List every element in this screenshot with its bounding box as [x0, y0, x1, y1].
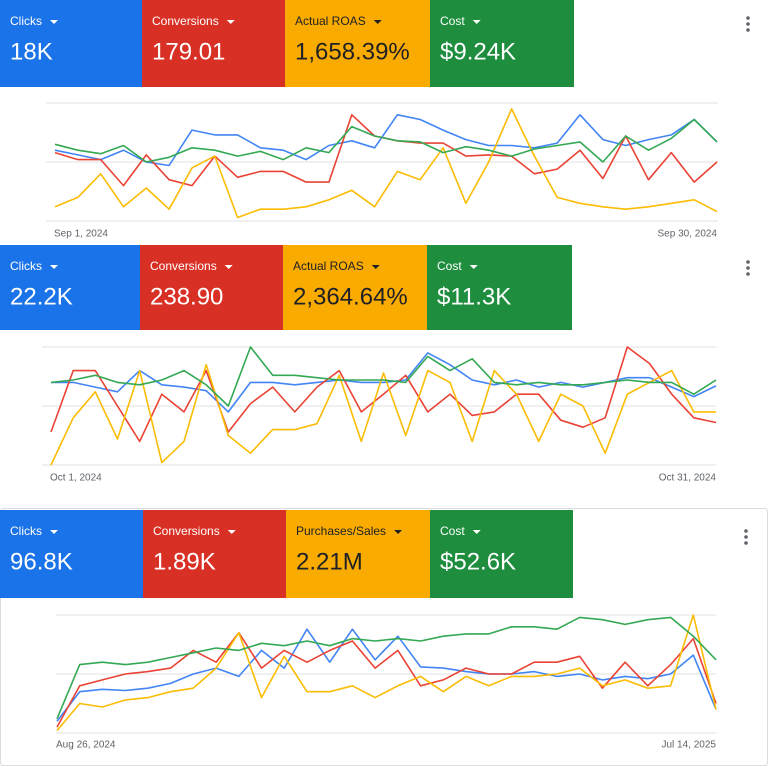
- dropdown-arrow[interactable]: [50, 265, 58, 269]
- dropdown-arrow[interactable]: [373, 20, 382, 24]
- metric-card[interactable]: [430, 0, 574, 87]
- dropdown-arrow[interactable]: [472, 530, 481, 534]
- more-menu[interactable]: [746, 272, 750, 276]
- metric-label[interactable]: Clicks: [10, 14, 42, 28]
- more-menu[interactable]: [744, 535, 748, 539]
- dropdown-arrow[interactable]: [50, 530, 58, 534]
- more-menu[interactable]: [746, 28, 750, 32]
- metric-card[interactable]: [286, 510, 430, 598]
- metric-label[interactable]: Purchases/Sales: [296, 524, 386, 538]
- metric-card[interactable]: [283, 245, 427, 330]
- metric-label[interactable]: Conversions: [153, 524, 220, 538]
- x-axis-end-label: Oct 31, 2024: [659, 473, 717, 484]
- metric-value: 179.01: [152, 38, 225, 65]
- x-axis-start-label: Aug 26, 2024: [56, 740, 116, 751]
- metric-value: 96.8K: [10, 548, 73, 575]
- series-line: [56, 631, 717, 728]
- metric-label[interactable]: Conversions: [152, 14, 219, 28]
- more-menu[interactable]: [744, 541, 748, 545]
- x-axis-start-label: Sep 1, 2024: [54, 229, 108, 240]
- metric-value: 22.2K: [10, 283, 73, 310]
- metric-label[interactable]: Cost: [440, 14, 465, 28]
- series-line: [50, 346, 717, 407]
- metric-value: $9.24K: [440, 38, 516, 65]
- more-menu[interactable]: [746, 260, 750, 264]
- metric-value: 2,364.64%: [293, 283, 408, 310]
- metric-card[interactable]: [140, 245, 283, 330]
- metric-label[interactable]: Conversions: [150, 259, 217, 273]
- series-line: [56, 614, 717, 732]
- more-menu[interactable]: [746, 266, 750, 270]
- series-line: [54, 118, 718, 163]
- metric-label[interactable]: Cost: [437, 259, 462, 273]
- metric-value: $52.6K: [440, 548, 516, 575]
- dropdown-arrow[interactable]: [371, 265, 380, 269]
- metric-label[interactable]: Clicks: [10, 259, 42, 273]
- more-menu[interactable]: [746, 16, 750, 20]
- metric-label[interactable]: Actual ROAS: [293, 259, 364, 273]
- metric-label[interactable]: Cost: [440, 524, 465, 538]
- metric-card[interactable]: [427, 245, 572, 330]
- metric-value: 1.89K: [153, 548, 216, 575]
- metric-card[interactable]: [142, 0, 285, 87]
- metric-card[interactable]: [430, 510, 573, 598]
- x-axis-start-label: Oct 1, 2024: [50, 473, 102, 484]
- series-line: [56, 616, 717, 720]
- series-line: [56, 628, 717, 722]
- metric-card[interactable]: [0, 510, 143, 598]
- series-line: [54, 114, 718, 167]
- metric-label[interactable]: Actual ROAS: [295, 14, 366, 28]
- metric-card[interactable]: [0, 245, 140, 330]
- dropdown-arrow[interactable]: [394, 530, 403, 534]
- metric-card[interactable]: [0, 0, 142, 87]
- metric-value: 1,658.39%: [295, 38, 410, 65]
- more-menu[interactable]: [746, 22, 750, 26]
- metric-value: 18K: [10, 38, 53, 65]
- x-axis-end-label: Jul 14, 2025: [662, 740, 717, 751]
- more-menu[interactable]: [744, 529, 748, 533]
- metric-label[interactable]: Clicks: [10, 524, 42, 538]
- dropdown-arrow[interactable]: [50, 20, 58, 24]
- series-line: [50, 363, 716, 466]
- series-line: [54, 114, 718, 187]
- metric-value: 238.90: [150, 283, 223, 310]
- dropdown-arrow[interactable]: [226, 20, 235, 24]
- x-axis-end-label: Sep 30, 2024: [658, 229, 718, 240]
- metric-value: 2.21M: [296, 548, 363, 575]
- metric-value: $11.3K: [437, 283, 511, 310]
- metric-card[interactable]: [285, 0, 430, 87]
- series-line: [54, 108, 718, 219]
- dropdown-arrow[interactable]: [469, 265, 478, 269]
- series-line: [50, 346, 717, 443]
- dropdown-arrow[interactable]: [224, 265, 233, 269]
- metric-card[interactable]: [143, 510, 286, 598]
- dropdown-arrow[interactable]: [472, 20, 481, 24]
- dropdown-arrow[interactable]: [227, 530, 236, 534]
